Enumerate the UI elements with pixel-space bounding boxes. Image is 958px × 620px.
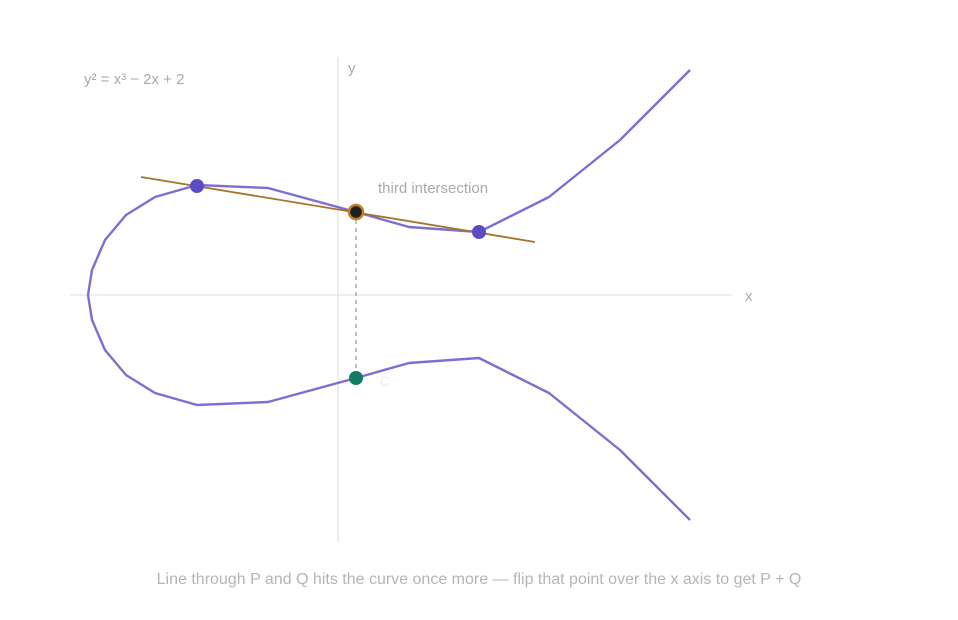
third-intersection-point <box>347 203 365 221</box>
point-p <box>190 179 204 193</box>
result-point-faint-label: C <box>380 373 390 389</box>
secant-line <box>140 176 536 243</box>
curve-lower-branch <box>86 294 691 521</box>
x-axis-label: x <box>745 288 753 305</box>
third-intersection-label: third intersection <box>378 180 488 197</box>
curve-upper-branch <box>86 69 691 296</box>
point-q <box>472 225 486 239</box>
y-axis-label: y <box>348 60 356 77</box>
result-point-p-plus-q <box>349 371 363 385</box>
caption: Line through P and Q hits the curve once… <box>157 571 802 588</box>
equation-label: y² = x³ − 2x + 2 <box>84 71 184 88</box>
